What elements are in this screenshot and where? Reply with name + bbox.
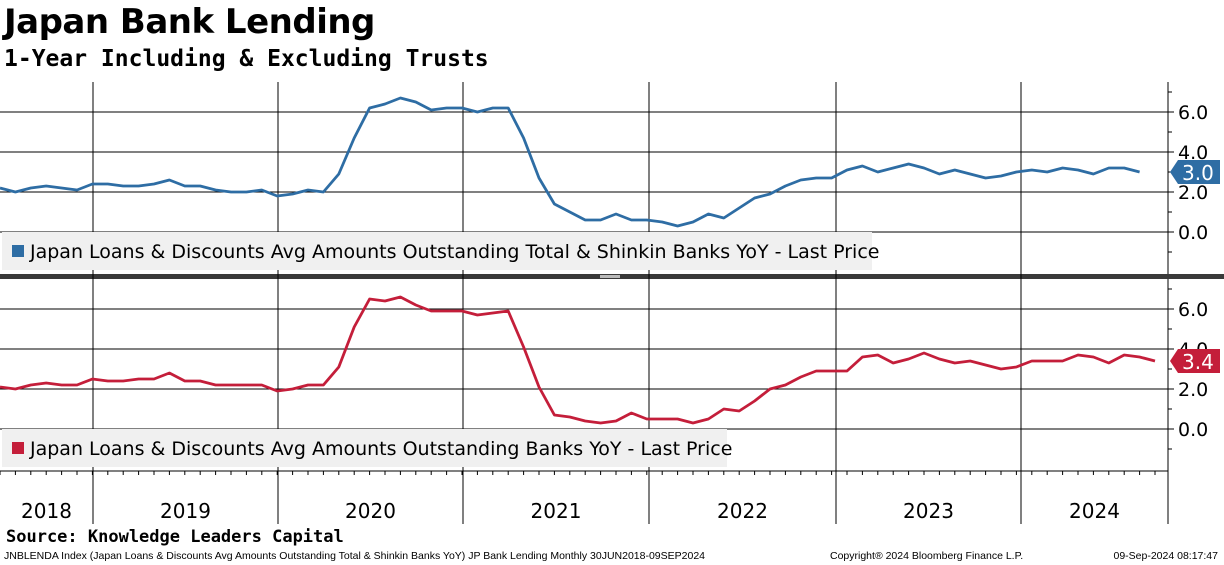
- legend-box-1: [2, 232, 872, 270]
- series-line-1: [0, 96, 1140, 228]
- footer-copyright: Copyright® 2024 Bloomberg Finance L.P.: [830, 550, 1024, 562]
- y-tick-label-p2-3: 0.0: [1178, 419, 1208, 441]
- y-tick-label-p1-3: 0.0: [1178, 222, 1208, 244]
- x-year-label-2023: 2023: [903, 499, 954, 523]
- x-year-label-2019: 2019: [160, 499, 211, 523]
- last-value-tag-2: [1170, 349, 1220, 373]
- x-year-label-2021: 2021: [531, 499, 582, 523]
- x-year-label-2018: 2018: [21, 499, 72, 523]
- last-value-tag-1: [1170, 160, 1220, 184]
- y-tick-label-p2-2: 2.0: [1178, 379, 1208, 401]
- legend-swatch-1: [12, 245, 24, 257]
- legend-swatch-2: [12, 442, 24, 454]
- y-tick-label-p1-0: 6.0: [1178, 102, 1208, 124]
- legend-label-1: Japan Loans & Discounts Avg Amounts Outs…: [29, 241, 879, 263]
- series-line-2: [0, 295, 1156, 425]
- footer-timestamp: 09-Sep-2024 08:17:47: [1113, 550, 1218, 562]
- x-year-label-2020: 2020: [345, 499, 396, 523]
- legend-label-2: Japan Loans & Discounts Avg Amounts Outs…: [29, 438, 732, 460]
- x-year-label-2022: 2022: [717, 499, 768, 523]
- y-tick-label-p1-2: 2.0: [1178, 182, 1208, 204]
- x-year-label-2024: 2024: [1069, 499, 1120, 523]
- last-value-label-1: 3.0: [1182, 161, 1214, 185]
- y-tick-label-p1-1: 4.0: [1178, 142, 1208, 164]
- footer-index-info: JNBLENDA Index (Japan Loans & Discounts …: [4, 550, 706, 562]
- legend-box-2: [2, 429, 727, 467]
- chart-subtitle: 1-Year Including & Excluding Trusts: [4, 46, 489, 72]
- last-value-label-2: 3.4: [1182, 350, 1214, 374]
- chart-title: Japan Bank Lending: [4, 2, 375, 42]
- y-tick-label-p2-0: 6.0: [1178, 299, 1208, 321]
- divider-grip: [600, 275, 620, 278]
- source-note: Source: Knowledge Leaders Capital: [6, 527, 344, 547]
